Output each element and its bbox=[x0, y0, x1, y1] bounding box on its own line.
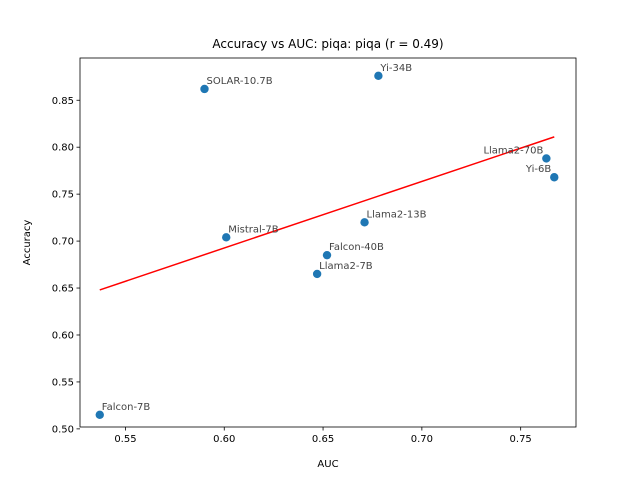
y-tick-label: 0.55 bbox=[52, 377, 74, 388]
data-point bbox=[374, 71, 383, 81]
y-axis: 0.50 0.55 0.60 0.65 0.70 0.75 0.80 0.85 bbox=[52, 96, 80, 435]
point-labels-group: Falcon-7B SOLAR-10.7B Mistral-7B Llama2-7B F… bbox=[102, 63, 552, 413]
x-tick-label: 0.75 bbox=[510, 434, 532, 445]
point-label: Falcon-7B bbox=[102, 402, 151, 413]
point-label: Llama2-13B bbox=[367, 209, 427, 220]
x-axis: 0.55 0.60 0.65 0.70 0.75 bbox=[114, 427, 532, 445]
y-tick-label: 0.50 bbox=[52, 424, 74, 435]
y-tick-label: 0.65 bbox=[52, 284, 74, 295]
chart-title: Accuracy vs AUC: piqa: piqa (r = 0.49) bbox=[212, 37, 443, 51]
points-group bbox=[95, 71, 559, 419]
y-tick-label: 0.80 bbox=[52, 143, 74, 154]
x-tick-label: 0.60 bbox=[213, 434, 235, 445]
y-tick-label: 0.70 bbox=[52, 237, 74, 248]
x-tick-label: 0.65 bbox=[312, 434, 334, 445]
fit-line bbox=[99, 136, 555, 291]
data-point bbox=[312, 269, 322, 279]
data-point bbox=[222, 233, 231, 242]
data-point bbox=[542, 154, 551, 163]
x-tick-label: 0.55 bbox=[114, 434, 136, 445]
data-point bbox=[95, 410, 104, 419]
x-tick-label: 0.70 bbox=[411, 434, 433, 445]
y-axis-title: Accuracy bbox=[22, 220, 33, 266]
point-label: Llama2-7B bbox=[319, 261, 373, 272]
data-point bbox=[550, 173, 559, 182]
point-label: Mistral-7B bbox=[228, 224, 279, 235]
data-point bbox=[200, 84, 209, 94]
point-label: Falcon-40B bbox=[329, 242, 384, 253]
point-label: Yi-6B bbox=[525, 164, 552, 175]
fit-line-group bbox=[99, 136, 555, 291]
y-tick-label: 0.85 bbox=[52, 96, 74, 107]
data-point bbox=[360, 218, 369, 227]
plot-frame bbox=[79, 57, 577, 428]
y-tick-label: 0.75 bbox=[52, 190, 74, 201]
point-label: Yi-34B bbox=[379, 63, 412, 74]
data-point bbox=[322, 250, 332, 260]
point-label: Llama2-70B bbox=[483, 145, 543, 156]
y-tick-label: 0.60 bbox=[52, 330, 74, 341]
point-label: SOLAR-10.7B bbox=[206, 76, 272, 87]
x-axis-title: AUC bbox=[317, 459, 338, 470]
